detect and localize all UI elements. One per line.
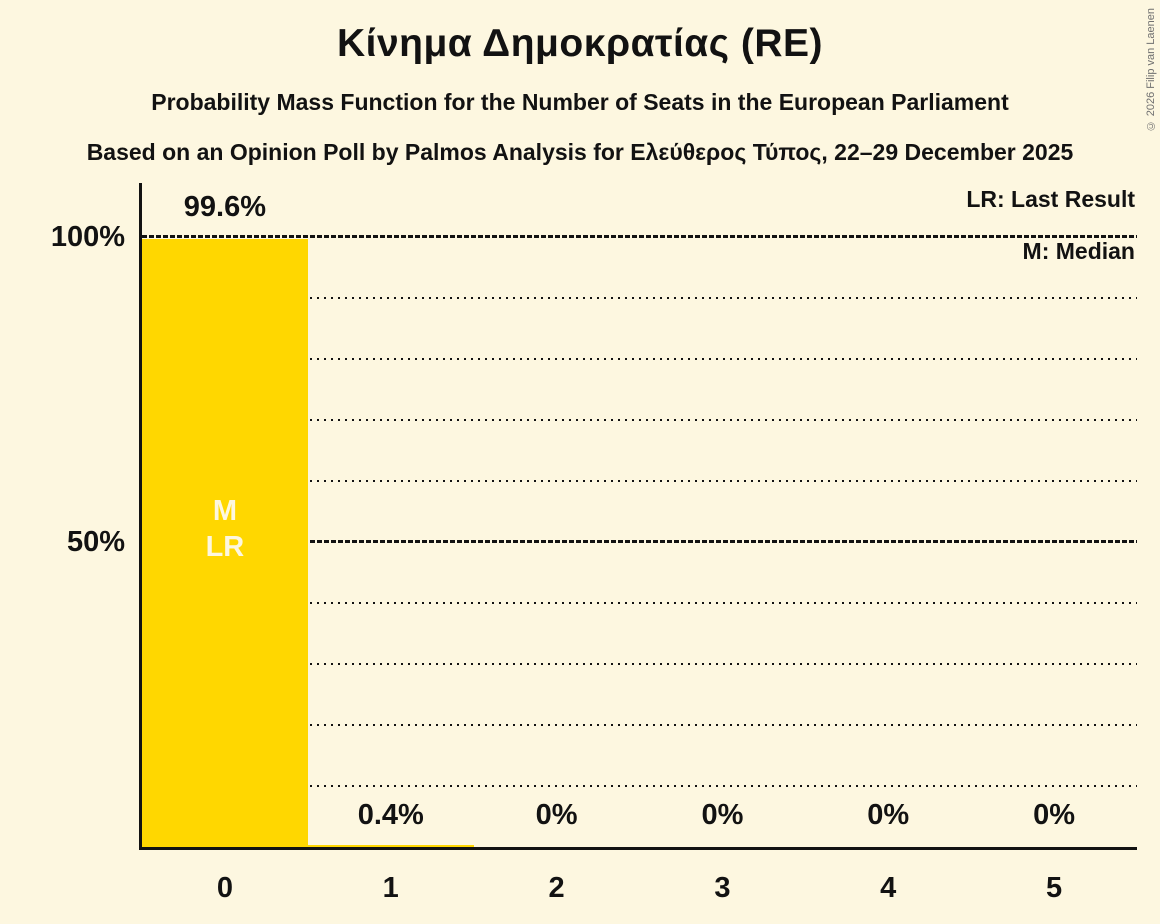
median-marker-label: M xyxy=(212,495,237,527)
gridline-20pct xyxy=(142,724,1137,726)
gridline-50pct xyxy=(142,540,1137,543)
x-axis-tick-5: 5 xyxy=(1046,872,1063,904)
gridline-70pct xyxy=(142,419,1137,421)
value-label-seats-4: 0% xyxy=(867,799,910,831)
gridline-10pct xyxy=(142,785,1137,787)
y-axis-tick-50: 50% xyxy=(66,526,125,558)
bar-column-1 xyxy=(307,183,474,847)
chart-subtitle: Probability Mass Function for the Number… xyxy=(151,89,1009,115)
gridline-30pct xyxy=(142,663,1137,665)
x-axis-tick-0: 0 xyxy=(216,872,233,904)
bar-annotation-median-lastresult: M LR xyxy=(142,493,308,565)
plot-area: M LR 99.6% 0.4% 0% 0% 0% 0% LR: Last Res… xyxy=(139,183,1137,903)
legend-median: M: Median xyxy=(1022,238,1135,264)
gridline-80pct xyxy=(142,358,1137,360)
gridline-60pct xyxy=(142,480,1137,482)
bar-column-5 xyxy=(971,183,1137,847)
pmf-bar-seats-0 xyxy=(142,238,308,847)
chart-source-line: Based on an Opinion Poll by Palmos Analy… xyxy=(86,139,1074,165)
legend-last-result: LR: Last Result xyxy=(966,186,1135,212)
bar-column-3 xyxy=(640,183,806,847)
copyright-notice: © 2026 Filip van Laenen xyxy=(1145,8,1157,132)
bar-column-0 xyxy=(142,183,308,847)
pmf-bar-seats-1 xyxy=(307,844,474,847)
value-label-seats-2: 0% xyxy=(535,799,578,831)
bar-column-2 xyxy=(474,183,640,847)
gridline-100pct xyxy=(142,235,1137,238)
value-label-seats-1: 0.4% xyxy=(357,799,424,831)
value-label-seats-3: 0% xyxy=(701,799,744,831)
x-axis-tick-2: 2 xyxy=(548,872,565,904)
page-title: Κίνημα Δημοκρατίας (RE) xyxy=(336,22,824,65)
bar-column-4 xyxy=(805,183,971,847)
gridline-90pct xyxy=(142,297,1137,299)
x-axis-tick-4: 4 xyxy=(880,872,897,904)
gridline-40pct xyxy=(142,602,1137,604)
y-axis-tick-100: 100% xyxy=(50,221,125,253)
last-result-marker-label: LR xyxy=(205,531,245,563)
value-label-seats-5: 0% xyxy=(1033,799,1076,831)
x-axis-tick-3: 3 xyxy=(714,872,731,904)
x-axis-tick-1: 1 xyxy=(382,872,399,904)
value-label-seats-0: 99.6% xyxy=(183,191,267,223)
